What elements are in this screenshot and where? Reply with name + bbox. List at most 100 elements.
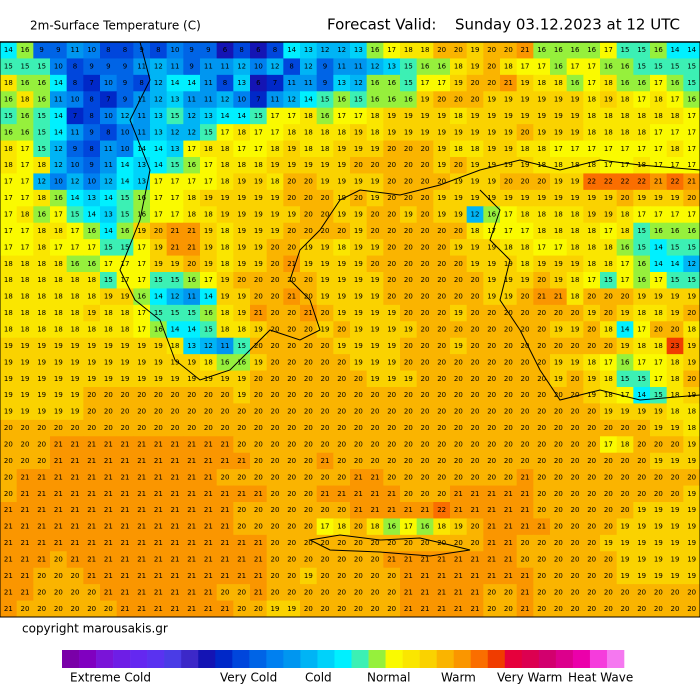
temperature-cell: [133, 189, 151, 207]
temperature-cell: [216, 173, 234, 191]
temperature-value: 18: [587, 243, 596, 251]
temperature-cell: [483, 124, 501, 142]
temperature-value: 20: [271, 473, 280, 481]
temperature-value: 21: [654, 178, 663, 186]
temperature-cell: [666, 74, 684, 92]
temperature-value: 21: [371, 506, 380, 514]
temperature-value: 19: [287, 605, 296, 613]
temperature-value: 18: [637, 342, 646, 350]
temperature-value: 20: [471, 391, 480, 399]
legend-swatch: [368, 650, 386, 668]
temperature-value: 15: [637, 243, 646, 251]
temperature-cell: [166, 140, 184, 158]
temperature-cell: [683, 321, 700, 339]
temperature-cell: [466, 255, 484, 273]
temperature-cell: [200, 354, 218, 372]
temperature-value: 11: [171, 63, 180, 71]
temperature-value: 22: [437, 506, 446, 514]
temperature-value: 17: [521, 227, 530, 235]
temperature-value: 16: [221, 358, 230, 366]
temperature-value: 16: [204, 309, 213, 317]
temperature-value: 21: [487, 490, 496, 498]
temperature-cell: [683, 452, 700, 470]
temperature-cell: [650, 58, 668, 76]
temperature-cell: [383, 42, 401, 59]
temperature-value: 17: [4, 194, 13, 202]
temperature-cell: [166, 452, 184, 470]
temperature-cell: [633, 370, 651, 388]
temperature-value: 18: [21, 326, 30, 334]
temperature-value: 21: [171, 556, 180, 564]
temperature-value: 17: [221, 128, 230, 136]
temperature-cell: [183, 272, 201, 289]
temperature-cell: [100, 239, 118, 257]
temperature-cell: [83, 419, 101, 437]
temperature-cell: [133, 58, 151, 76]
temperature-cell: [483, 354, 501, 372]
temperature-cell: [33, 124, 51, 142]
temperature-cell: [50, 452, 68, 470]
temperature-value: 21: [254, 572, 263, 580]
temperature-value: 19: [54, 358, 63, 366]
temperature-cell: [16, 206, 34, 224]
temperature-value: 19: [321, 260, 330, 268]
temperature-cell: [383, 91, 401, 109]
temperature-value: 21: [471, 506, 480, 514]
temperature-value: 20: [437, 342, 446, 350]
temperature-cell: [100, 206, 118, 224]
temperature-value: 20: [321, 441, 330, 449]
temperature-cell: [0, 140, 18, 158]
temperature-value: 18: [71, 293, 80, 301]
temperature-value: 20: [221, 424, 230, 432]
temperature-cell: [566, 222, 584, 240]
temperature-value: 20: [571, 473, 580, 481]
temperature-value: 20: [71, 424, 80, 432]
temperature-value: 20: [521, 326, 530, 334]
temperature-value: 20: [621, 588, 630, 596]
temperature-cell: [216, 452, 234, 470]
temperature-value: 20: [621, 490, 630, 498]
temperature-value: 21: [521, 490, 530, 498]
temperature-value: 20: [437, 46, 446, 54]
temperature-value: 19: [654, 194, 663, 202]
temperature-cell: [350, 222, 368, 240]
legend-swatch: [62, 650, 80, 668]
temperature-cell: [516, 272, 534, 289]
temperature-value: 19: [571, 178, 580, 186]
temperature-value: 16: [154, 326, 163, 334]
temperature-value: 18: [454, 112, 463, 120]
temperature-value: 20: [371, 539, 380, 547]
temperature-value: 19: [454, 342, 463, 350]
temperature-value: 18: [421, 46, 430, 54]
temperature-cell: [366, 387, 384, 404]
temperature-value: 20: [437, 96, 446, 104]
temperature-value: 19: [87, 342, 96, 350]
temperature-value: 18: [604, 375, 613, 383]
temperature-cell: [550, 222, 568, 240]
temperature-cell: [166, 239, 184, 257]
temperature-cell: [200, 107, 218, 125]
temperature-value: 20: [371, 572, 380, 580]
temperature-value: 21: [454, 490, 463, 498]
temperature-cell: [150, 288, 168, 306]
temperature-cell: [183, 74, 201, 92]
temperature-cell: [266, 255, 284, 273]
temperature-cell: [400, 173, 418, 191]
temperature-value: 19: [154, 358, 163, 366]
temperature-cell: [433, 140, 451, 158]
temperature-value: 20: [304, 473, 313, 481]
temperature-value: 20: [204, 391, 213, 399]
temperature-cell: [550, 452, 568, 470]
temperature-value: 7: [256, 96, 260, 104]
temperature-cell: [316, 91, 334, 109]
temperature-value: 18: [521, 211, 530, 219]
temperature-value: 10: [104, 79, 113, 87]
temperature-cell: [383, 452, 401, 470]
temperature-value: 18: [104, 309, 113, 317]
temperature-value: 20: [287, 194, 296, 202]
temperature-cell: [566, 91, 584, 109]
temperature-cell: [600, 288, 618, 306]
temperature-value: 18: [304, 145, 313, 153]
temperature-value: 18: [37, 309, 46, 317]
temperature-value: 20: [321, 375, 330, 383]
